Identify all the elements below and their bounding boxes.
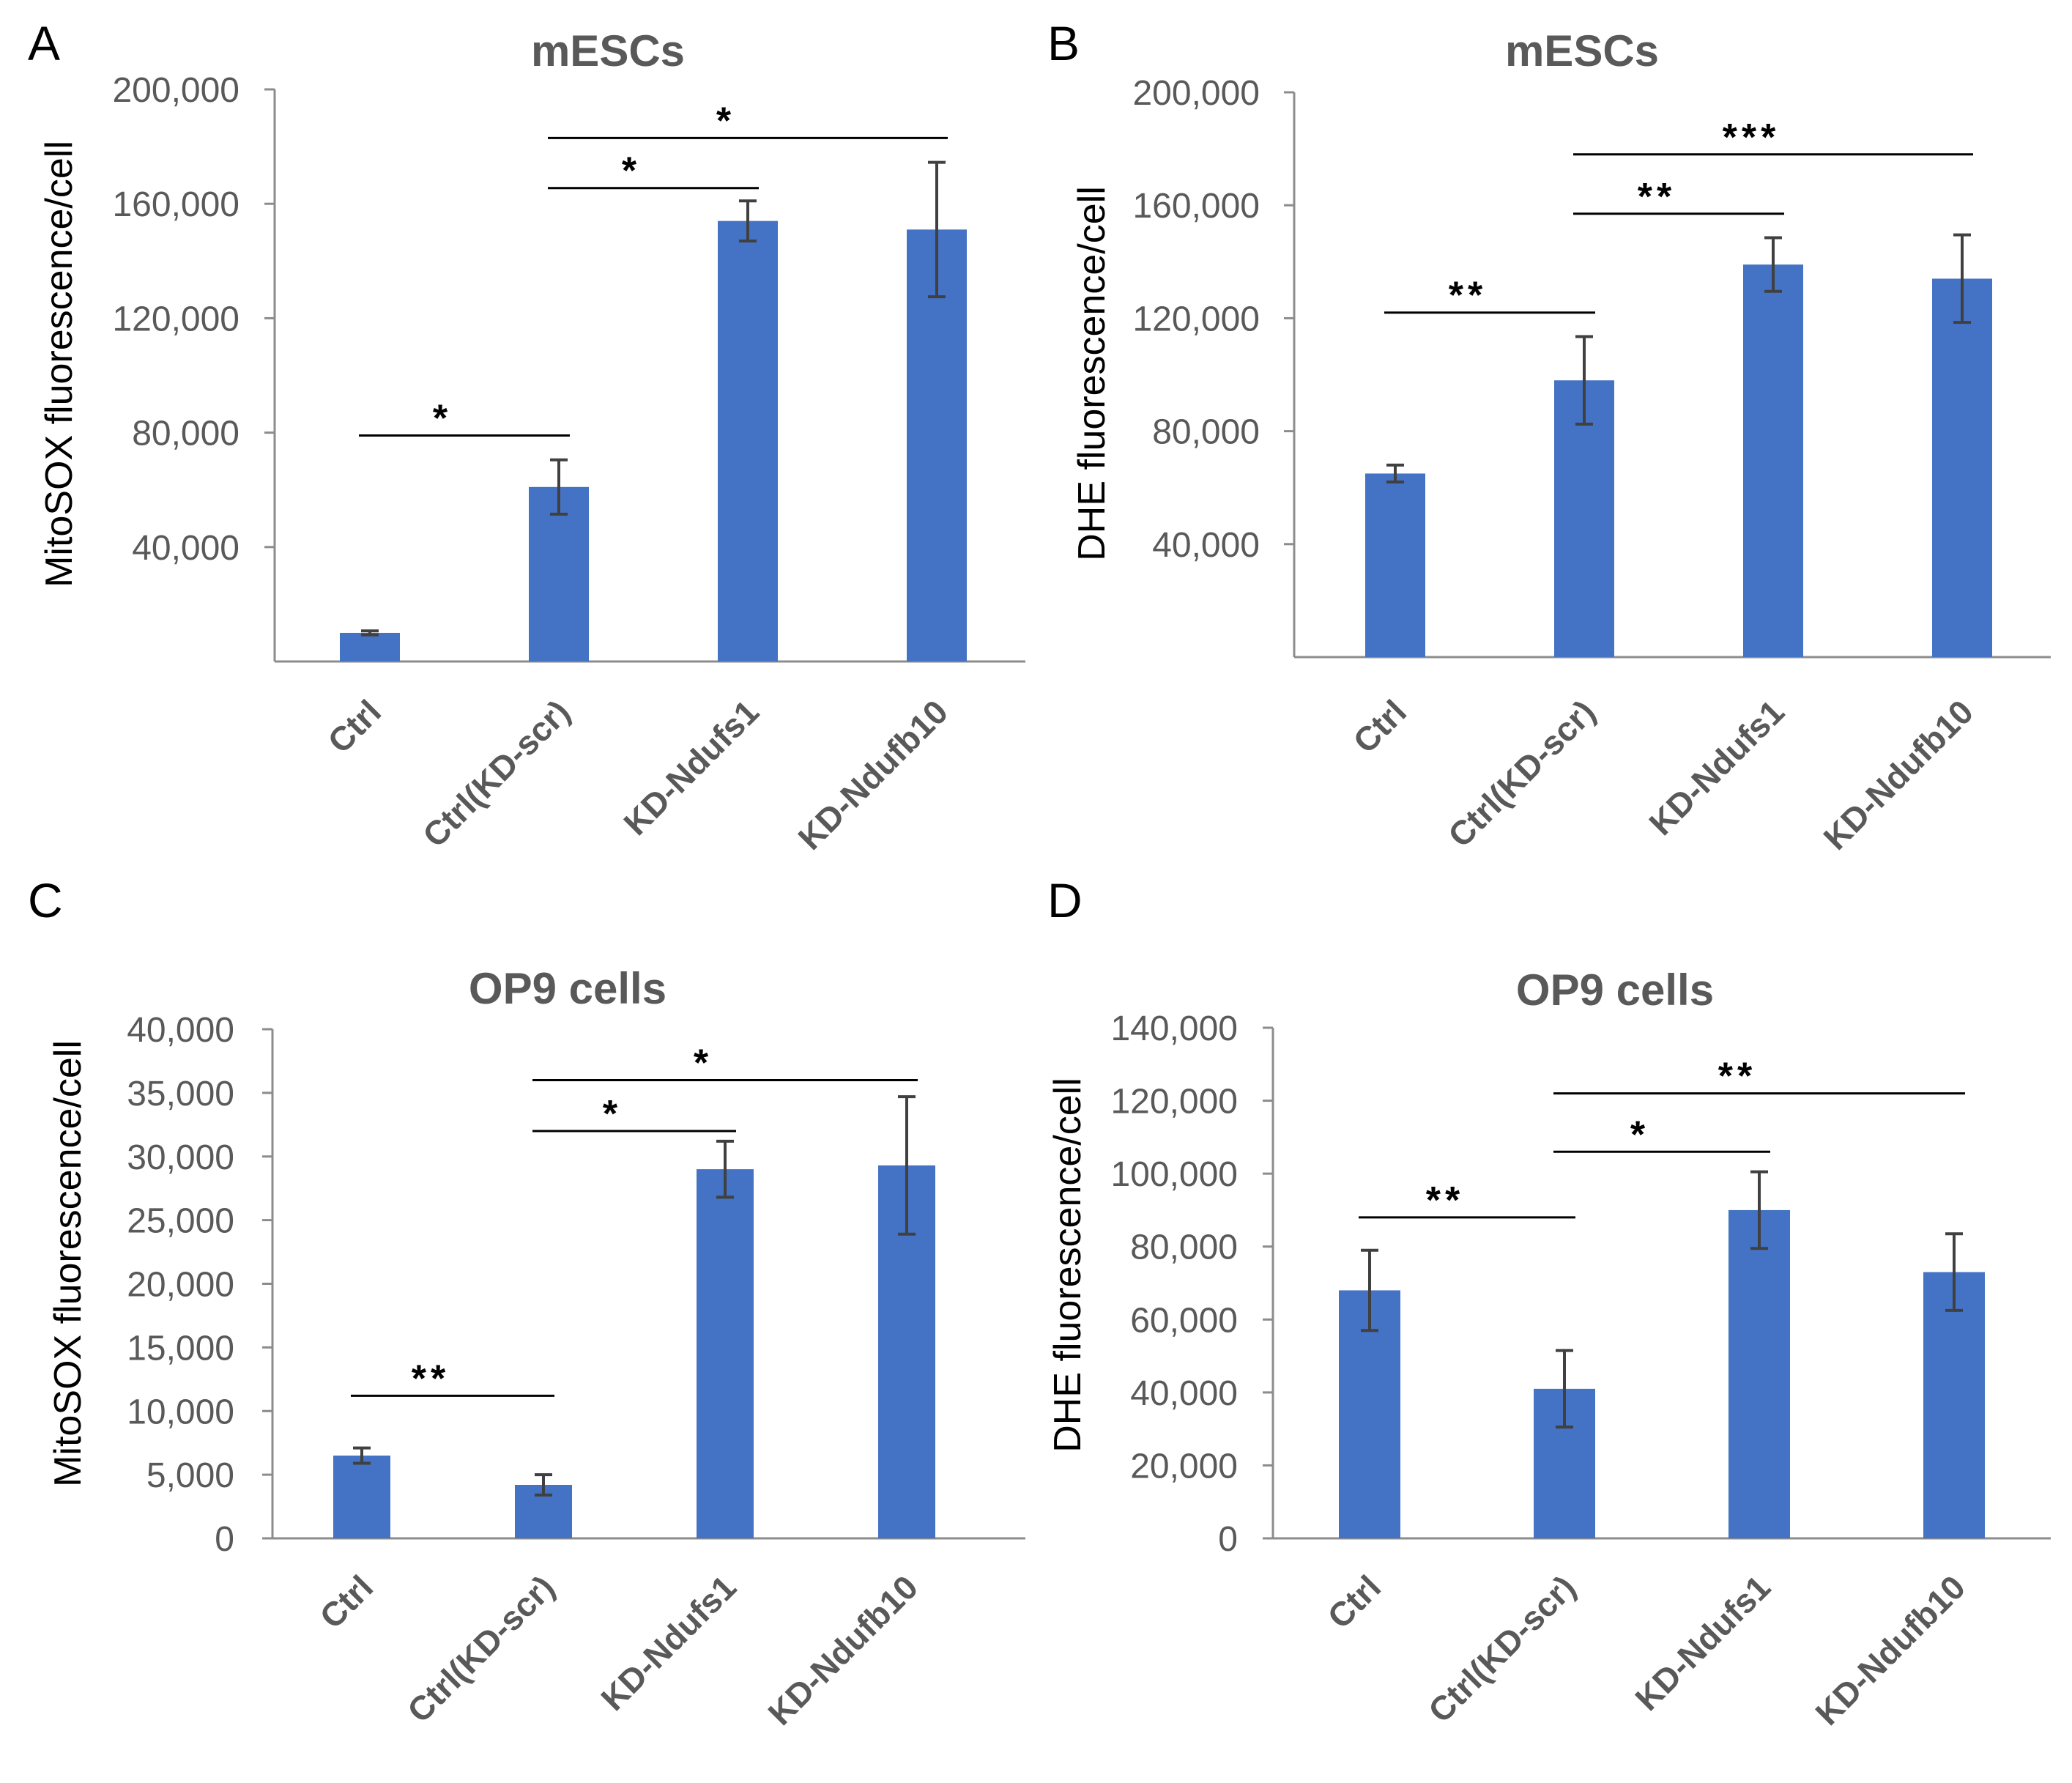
panel-a-y-axis-label: MitoSOX fluorescence/cell [38,141,81,587]
panel-d-y-tick-label: 0 [1218,1520,1238,1559]
panel-b-bar [1554,380,1614,657]
panel-c-y-tick-label: 20,000 [127,1266,234,1305]
panel-a-y-tick-label: 160,000 [112,185,239,224]
panel-a-bar [340,632,400,661]
panel-c-y-tick-label: 10,000 [127,1393,234,1431]
panel-c-y-axis-label: MitoSOX fluorescence/cell [47,1040,89,1487]
panel-b-bar [1365,473,1425,657]
panel-letter-d: D [1047,873,1083,927]
panel-a-y-tick-label: 80,000 [132,415,239,453]
panel-c-title: OP9 cells [469,964,666,1013]
panel-d-bar [1923,1272,1985,1538]
panel-b-bar [1932,278,1992,657]
panel-b-significance-label: ** [1638,176,1676,218]
panel-c-y-tick-label: 0 [215,1520,234,1559]
panel-b-y-tick-label: 80,000 [1152,413,1260,452]
panel-c-significance-label: * [603,1093,622,1135]
panel-c-y-tick-label: 25,000 [127,1202,234,1241]
panel-d-y-tick-label: 20,000 [1130,1447,1238,1486]
panel-c-y-tick-label: 30,000 [127,1138,234,1177]
panel-d-y-tick-label: 60,000 [1130,1301,1238,1340]
panel-a-significance-label: * [433,398,452,440]
panel-b-significance-label: *** [1723,116,1780,159]
panel-a-significance-label: * [716,100,735,142]
panel-d-y-tick-label: 80,000 [1130,1228,1238,1267]
panel-d-y-axis-label: DHE fluorescence/cell [1047,1078,1089,1453]
panel-c-y-tick-label: 5,000 [146,1456,234,1495]
panel-b-y-tick-label: 200,000 [1132,74,1260,113]
panel-a-bar [907,229,967,662]
panel-c-y-tick-label: 40,000 [127,1011,234,1050]
panel-d-y-tick-label: 100,000 [1110,1155,1238,1194]
panel-a-y-tick-label: 200,000 [112,71,239,110]
panel-b-significance-label: ** [1449,275,1487,317]
panel-letter-a: A [28,16,60,70]
panel-a-bar [718,220,778,661]
panel-c-bar [697,1169,754,1538]
panel-letter-b: B [1047,16,1080,70]
panel-a-y-tick-label: 120,000 [112,300,239,338]
panel-c-y-tick-label: 35,000 [127,1075,234,1113]
panel-b-y-tick-label: 40,000 [1152,526,1260,565]
panel-b-y-tick-label: 160,000 [1132,187,1260,226]
panel-b-bar [1743,264,1803,657]
panel-d-y-tick-label: 140,000 [1110,1009,1238,1048]
panel-b-title: mESCs [1505,26,1659,75]
panel-c-y-tick-label: 15,000 [127,1329,234,1368]
panel-c-bar [333,1456,390,1538]
panel-d-significance-label: * [1630,1113,1649,1156]
panel-b-y-axis-label: DHE fluorescence/cell [1071,186,1113,561]
panel-a-bar [529,486,589,661]
panel-c-significance-label: * [694,1042,713,1085]
panel-a-title: mESCs [531,26,685,75]
panel-d-y-tick-label: 120,000 [1110,1083,1238,1122]
panel-b-y-tick-label: 120,000 [1132,300,1260,338]
panel-c-significance-label: ** [412,1357,450,1400]
panel-a-significance-label: * [622,150,641,193]
panel-d-bar [1728,1209,1790,1538]
panel-d-y-tick-label: 40,000 [1130,1374,1238,1413]
panel-a-y-tick-label: 40,000 [132,529,239,568]
panel-d-significance-label: ** [1718,1056,1756,1098]
panel-d-significance-label: ** [1426,1179,1464,1222]
panel-letter-c: C [28,873,63,927]
panel-d-title: OP9 cells [1516,965,1714,1015]
